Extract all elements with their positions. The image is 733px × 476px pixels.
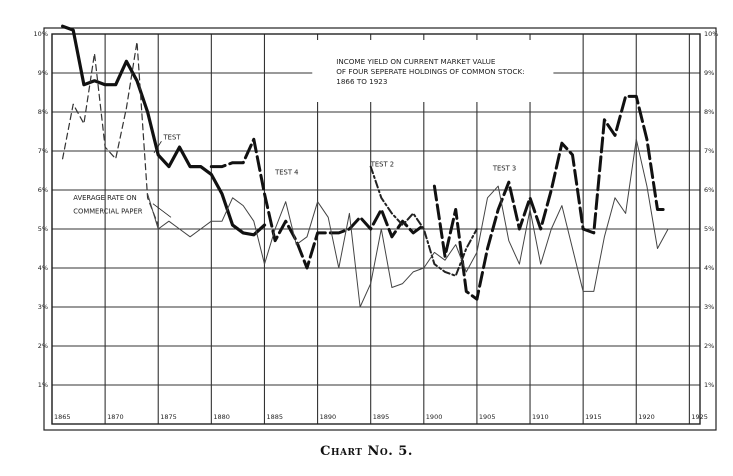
y-tick-label-left: 8% xyxy=(38,108,48,116)
y-tick-label-right: 8% xyxy=(704,108,714,116)
title-box-bg xyxy=(312,40,554,102)
y-tick-label-right: 3% xyxy=(704,303,714,311)
x-tick-label: 1890 xyxy=(320,413,337,421)
series-line-test-3 xyxy=(432,94,670,301)
annotation-label: TEST 3 xyxy=(492,165,516,173)
x-tick-label: 1920 xyxy=(638,413,655,421)
y-tick-label-left: 4% xyxy=(38,264,48,272)
chart-title-line: 1866 TO 1923 xyxy=(336,77,387,86)
axis-ticks: 1865 1870 1875 1880 1885 1890 1895 1900 1905 1910… xyxy=(34,30,719,421)
x-tick-label: 1875 xyxy=(160,413,177,421)
annotations: TEST TEST 4 TEST 2 TEST 3 AVERAGE RATE ON COM… xyxy=(73,133,516,218)
x-tick-label: 1905 xyxy=(479,413,496,421)
series-line-average-rate-on-commercial-paper xyxy=(147,138,669,308)
y-tick-label-left: 3% xyxy=(38,303,48,311)
y-tick-label-right: 1% xyxy=(704,381,714,389)
chart-title-line: INCOME YIELD ON CURRENT MARKET VALUE xyxy=(336,57,496,66)
y-tick-label-right: 2% xyxy=(704,342,714,350)
outer-frame xyxy=(43,27,717,431)
series-line-test-4 xyxy=(209,137,426,270)
x-tick-label: 1900 xyxy=(426,413,443,421)
y-tick-label-left: 1% xyxy=(38,381,48,389)
y-tick-label-left: 9% xyxy=(38,69,48,77)
series-line-test-2 xyxy=(369,165,478,277)
y-tick-label-left: 10% xyxy=(34,30,48,38)
x-tick-label: 1885 xyxy=(266,413,283,421)
x-tick-label: 1880 xyxy=(213,413,230,421)
y-tick-label-right: 5% xyxy=(704,225,714,233)
series-line-thin-dashed xyxy=(61,41,159,226)
y-tick-label-left: 6% xyxy=(38,186,48,194)
chart-caption: Chart No. 5. xyxy=(320,444,413,459)
line-chart: 1865 1870 1875 1880 1885 1890 1895 1900 1905 1910… xyxy=(34,24,719,431)
annotation-label: TEST 2 xyxy=(370,161,394,169)
annotation-label: TEST xyxy=(163,133,182,141)
annotation-label: TEST 4 xyxy=(274,168,298,176)
chart-title-line: OF FOUR SEPERATE HOLDINGS OF COMMON STOC… xyxy=(336,67,524,76)
x-tick-label: 1895 xyxy=(373,413,390,421)
series-lines xyxy=(60,24,670,308)
y-tick-label-right: 7% xyxy=(704,147,714,155)
annotation-label: AVERAGE RATE ON xyxy=(73,194,136,202)
x-tick-label: 1865 xyxy=(54,413,71,421)
y-tick-label-right: 6% xyxy=(704,186,714,194)
x-tick-label: 1870 xyxy=(107,413,124,421)
annotation-leader xyxy=(153,141,162,154)
annotation-leader xyxy=(152,203,172,218)
y-tick-label-left: 5% xyxy=(38,225,48,233)
y-tick-label-right: 4% xyxy=(704,264,714,272)
y-tick-label-left: 2% xyxy=(38,342,48,350)
inner-frame xyxy=(51,33,701,425)
series-line-test xyxy=(60,24,267,237)
y-tick-label-right: 9% xyxy=(704,69,714,77)
plot-frame xyxy=(43,27,717,431)
annotation-label: COMMERCIAL PAPER xyxy=(73,207,143,215)
x-tick-label: 1915 xyxy=(585,413,602,421)
x-tick-label: 1910 xyxy=(532,413,549,421)
x-tick-label: 1925 xyxy=(691,413,708,421)
y-tick-label-left: 7% xyxy=(38,147,48,155)
y-tick-label-right: 10% xyxy=(704,30,718,38)
